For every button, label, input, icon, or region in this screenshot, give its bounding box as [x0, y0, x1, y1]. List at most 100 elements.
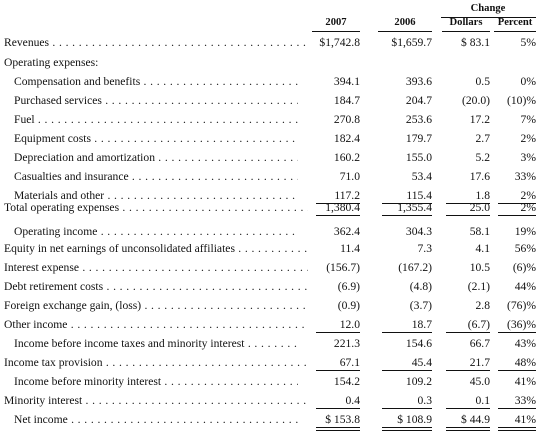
underline: [382, 203, 432, 204]
cell-percent: (36)%: [507, 318, 536, 331]
double-underline: [498, 427, 536, 431]
cell-v2007: 12.0: [339, 318, 360, 331]
cell-v2006: $1,659.7: [391, 36, 432, 49]
row-label: Compensation and benefits: [14, 72, 298, 92]
cell-dollars: 17.2: [469, 113, 490, 126]
cell-percent: 2%: [520, 201, 536, 214]
underline: [382, 332, 432, 333]
double-underline: [382, 427, 432, 431]
underline: [446, 203, 490, 204]
row-label: Total operating expenses: [4, 198, 308, 218]
cell-v2006: (167.2): [398, 261, 432, 274]
underline: [498, 370, 536, 371]
cell-dollars: 21.7: [469, 356, 490, 369]
row-label: Foreign exchange gain, (loss): [4, 296, 308, 316]
table-row: Casualties and insurance 71.0 53.4 17.6 33%: [0, 167, 536, 187]
cell-v2007: 160.2: [333, 151, 360, 164]
cell-percent: 41%: [514, 413, 536, 426]
cell-dollars: 17.6: [469, 170, 490, 183]
row-label: Purchased services: [14, 91, 298, 111]
col-header-rule-dollars: [442, 31, 490, 32]
table-row: Income before minority interest 154.2 109.…: [0, 372, 536, 392]
table-row: Equipment costs 182.4 179.7 2.7 2%: [0, 129, 536, 149]
col-header-2006: 2006: [394, 17, 416, 28]
row-label: Net income: [14, 410, 298, 430]
row-label: Equipment costs: [14, 129, 298, 149]
table-row: Purchased services 184.7 204.7 (20.0) (10)%: [0, 91, 536, 111]
cell-v2006: $ 108.9: [397, 413, 432, 426]
table-row: Operating income 362.4 304.3 58.1 19%: [0, 222, 536, 242]
table-row: Net income $ 153.8 $ 108.9 $ 44.9 41%: [0, 410, 536, 431]
table-row: Depreciation and amortization 160.2 155.0 5…: [0, 148, 536, 168]
underline: [446, 215, 490, 216]
cell-v2007: 11.4: [340, 242, 360, 255]
cell-dollars: 4.1: [475, 242, 491, 255]
table-row: Foreign exchange gain, (loss) (0.9) (3.7) 2…: [0, 296, 536, 316]
underline: [498, 408, 536, 409]
cell-v2006: 18.7: [411, 318, 432, 331]
cell-percent: 41%: [514, 375, 536, 388]
double-underline: [316, 427, 360, 431]
table-row: Other income 12.0 18.7 (6.7) (36)%: [0, 315, 536, 335]
underline: [446, 408, 490, 409]
cell-v2006: 393.6: [405, 75, 432, 88]
table-row: Compensation and benefits 394.1 393.6 0.5 0%: [0, 72, 536, 92]
underline: [498, 203, 536, 204]
cell-v2006: 204.7: [405, 94, 432, 107]
row-label: Casualties and insurance: [14, 167, 298, 187]
table-row: Income before income taxes and minority …: [0, 334, 536, 354]
cell-percent: (76)%: [507, 299, 536, 312]
cell-v2007: 184.7: [333, 94, 360, 107]
underline: [382, 215, 432, 216]
cell-dollars: (20.0): [461, 94, 490, 107]
cell-percent: 0%: [520, 75, 536, 88]
cell-v2007: 71.0: [339, 170, 360, 183]
cell-v2006: 253.6: [405, 113, 432, 126]
cell-percent: (10)%: [507, 94, 536, 107]
table-row: Operating expenses:: [0, 53, 536, 73]
row-label: Minority interest: [4, 391, 308, 411]
cell-percent: 56%: [514, 242, 536, 255]
cell-v2006: (4.8): [409, 280, 432, 293]
table-row: Debt retirement costs (6.9) (4.8) (2.1) 44%: [0, 277, 536, 297]
cell-dollars: 0.5: [475, 75, 491, 88]
cell-dollars: 1.8: [475, 189, 491, 202]
underline: [316, 203, 360, 204]
row-label: Revenues: [4, 33, 308, 53]
cell-v2007: 221.3: [333, 337, 360, 350]
cell-v2007: 394.1: [333, 75, 360, 88]
cell-v2006: 179.7: [405, 132, 432, 145]
change-header-rule: [441, 17, 536, 18]
row-label: Income before income taxes and minority …: [14, 334, 298, 354]
cell-percent: 48%: [514, 356, 536, 369]
cell-percent: 44%: [514, 280, 536, 293]
cell-v2006: 1,355.4: [397, 201, 432, 214]
cell-percent: 43%: [514, 337, 536, 350]
col-header-dollars: Dollars: [449, 17, 483, 28]
cell-dollars: 2.7: [475, 132, 491, 145]
row-label: Fuel: [14, 110, 298, 130]
row-label: Operating expenses:: [4, 56, 99, 69]
cell-v2007: 362.4: [333, 225, 360, 238]
cell-v2006: 304.3: [405, 225, 432, 238]
cell-v2007: (156.7): [326, 261, 360, 274]
underline: [446, 332, 490, 333]
cell-dollars: 25.0: [469, 201, 490, 214]
cell-v2006: 7.3: [417, 242, 433, 255]
cell-dollars: 5.2: [475, 151, 491, 164]
double-underline: [446, 427, 490, 431]
cell-v2006: 0.3: [417, 394, 433, 407]
row-label: Income tax provision: [4, 353, 308, 373]
cell-v2007: 182.4: [333, 132, 360, 145]
cell-v2006: 155.0: [405, 151, 432, 164]
row-label: Debt retirement costs: [4, 277, 308, 297]
row-label: Income before minority interest: [14, 372, 298, 392]
cell-v2007: (0.9): [337, 299, 360, 312]
cell-v2006: 115.4: [406, 189, 432, 202]
underline: [498, 332, 536, 333]
underline: [446, 370, 490, 371]
cell-percent: 5%: [520, 36, 536, 49]
cell-dollars: (6.7): [467, 318, 490, 331]
cell-dollars: (2.1): [467, 280, 490, 293]
cell-dollars: 2.8: [475, 299, 491, 312]
